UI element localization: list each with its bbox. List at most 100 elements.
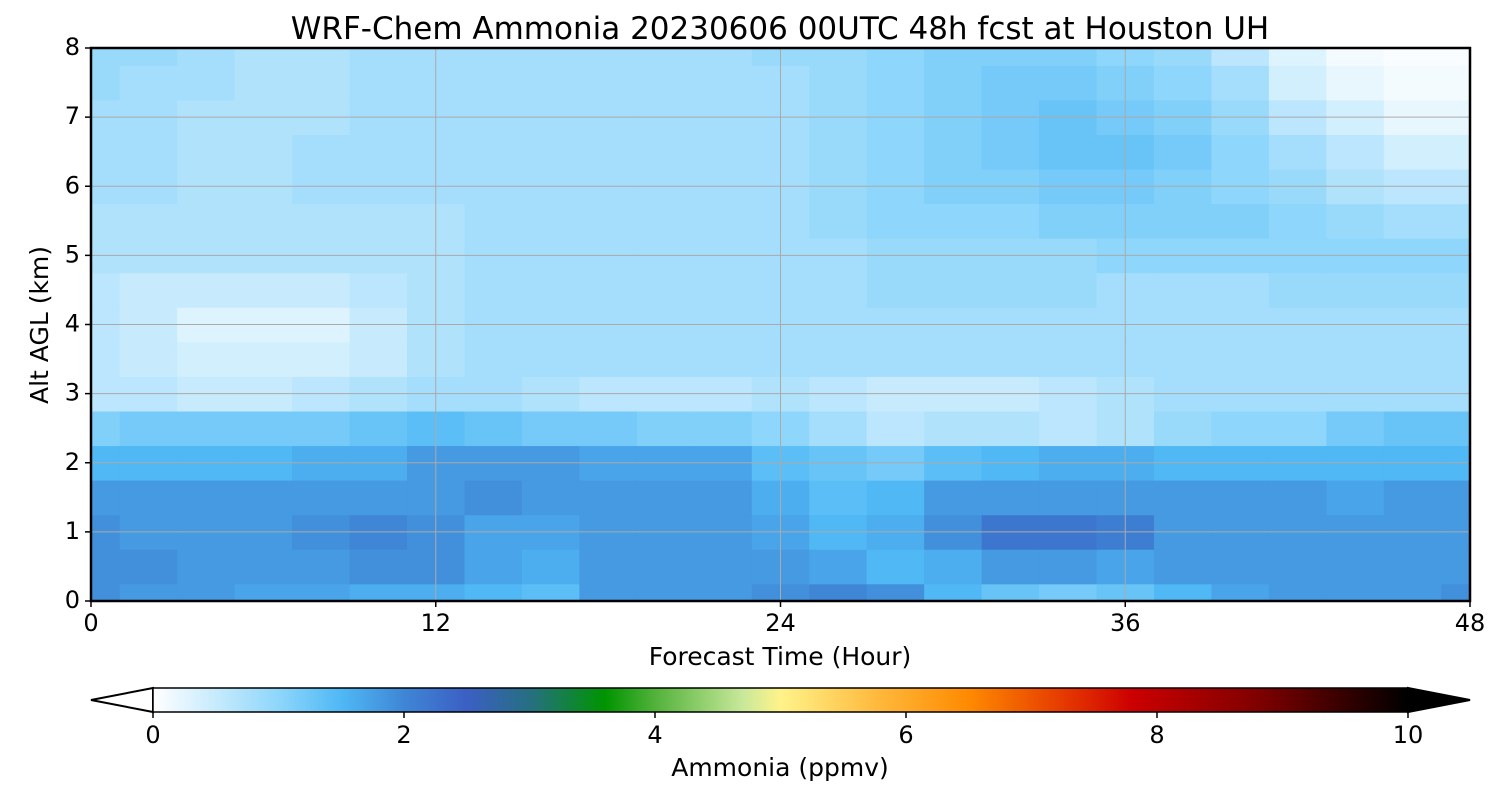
heatmap-cell	[1268, 134, 1327, 170]
heatmap-cell	[464, 341, 523, 377]
heatmap-cell	[1441, 480, 1470, 516]
heatmap-cell	[521, 583, 580, 601]
heatmap-cell	[1383, 272, 1442, 308]
heatmap-cell	[1211, 272, 1270, 308]
heatmap-cell	[234, 410, 293, 447]
x-tick-label: 36	[1110, 609, 1141, 637]
heatmap-cell	[234, 549, 293, 585]
heatmap-cell	[809, 341, 868, 377]
heatmap-cell	[119, 341, 178, 377]
heatmap-cell	[1039, 410, 1098, 447]
heatmap-cell	[694, 48, 753, 66]
y-tick-label: 4	[65, 310, 80, 338]
heatmap-cell	[119, 410, 178, 447]
heatmap-cell	[1383, 583, 1442, 601]
heatmap-cell	[119, 203, 178, 239]
colorbar-tick-label: 4	[647, 721, 662, 749]
heatmap-cell	[809, 272, 868, 308]
colorbar-tick-label: 6	[898, 721, 913, 749]
heatmap-cell	[1326, 48, 1385, 66]
heatmap-cell	[234, 480, 293, 516]
heatmap-cell	[1383, 134, 1442, 170]
heatmap-cell	[464, 48, 523, 66]
heatmap-cell	[521, 203, 580, 239]
heatmap-cell	[1153, 341, 1213, 377]
heatmap-cell	[91, 549, 121, 585]
heatmap-cell	[1153, 65, 1213, 101]
heatmap-cell	[636, 410, 695, 447]
heatmap-cell	[464, 134, 523, 170]
heatmap-cell	[924, 583, 983, 601]
heatmap-cell	[924, 341, 983, 377]
heatmap-cell	[809, 480, 868, 516]
heatmap-cell	[349, 272, 408, 308]
heatmap-cell	[579, 272, 638, 308]
heatmap-cell	[981, 410, 1040, 447]
heatmap-cell	[1441, 134, 1470, 170]
heatmap-cell	[234, 65, 293, 101]
x-axis-label: Forecast Time (Hour)	[649, 642, 912, 671]
colorbar-tick-label: 8	[1149, 721, 1164, 749]
heatmap-cell	[636, 549, 695, 585]
heatmap-cell	[521, 410, 580, 447]
y-tick-label: 8	[65, 33, 80, 61]
heatmap-cell	[981, 134, 1040, 170]
heatmap-cell	[234, 341, 293, 377]
heatmap-cell	[234, 48, 293, 66]
x-tick-marks	[90, 601, 1471, 607]
heatmap-cell	[636, 272, 695, 308]
heatmap-cell	[177, 549, 236, 585]
heatmap-cell	[91, 272, 121, 308]
heatmap-cell	[1326, 341, 1385, 377]
heatmap-cell	[1039, 134, 1098, 170]
heatmap-cell	[1211, 549, 1270, 585]
y-tick-marks	[85, 47, 91, 602]
heatmap-cell	[292, 65, 351, 101]
heatmap-cell	[694, 549, 753, 585]
heatmap-cell	[694, 410, 753, 447]
heatmap-cell	[809, 134, 868, 170]
heatmap-cell	[1326, 549, 1385, 585]
heatmap-cell	[866, 48, 925, 66]
y-tick-label: 3	[65, 379, 80, 407]
heatmap-cell	[981, 65, 1040, 101]
heatmap-cell	[292, 272, 351, 308]
heatmap-cell	[1383, 48, 1442, 66]
heatmap-cell	[119, 272, 178, 308]
heatmap-cell	[1039, 583, 1098, 601]
heatmap-cell	[349, 480, 408, 516]
heatmap-cell	[119, 48, 178, 66]
heatmap-cell	[292, 48, 351, 66]
heatmap-cell	[981, 480, 1040, 516]
heatmap-cell	[1211, 65, 1270, 101]
heatmap-cell	[1268, 583, 1327, 601]
heatmap-cell	[924, 549, 983, 585]
heatmap-cell	[119, 583, 178, 601]
heatmap-cell	[1383, 341, 1442, 377]
heatmap-cell	[349, 48, 408, 66]
heatmap-cell	[924, 410, 983, 447]
heatmap-cell	[177, 203, 236, 239]
heatmap-cell	[866, 549, 925, 585]
y-tick-label: 1	[65, 517, 80, 545]
heatmap-cell	[464, 549, 523, 585]
heatmap-cell	[292, 410, 351, 447]
heatmap-cell	[521, 549, 580, 585]
x-tick-label: 24	[765, 609, 796, 637]
heatmap-cell	[1326, 410, 1385, 447]
heatmap-cell	[1153, 583, 1213, 601]
heatmap-cell	[981, 203, 1040, 239]
heatmap-cell	[866, 583, 925, 601]
heatmap-cell	[866, 410, 925, 447]
heatmap-cell	[1326, 272, 1385, 308]
heatmap-cell	[177, 480, 236, 516]
heatmap-cell	[177, 410, 236, 447]
heatmap-cell	[1441, 272, 1470, 308]
heatmap-cell	[1268, 65, 1327, 101]
heatmap-cell	[1039, 48, 1098, 66]
heatmap-cell	[1039, 549, 1098, 585]
heatmap-cell	[924, 65, 983, 101]
heatmap-cell	[1383, 65, 1442, 101]
heatmap-cell	[866, 272, 925, 308]
